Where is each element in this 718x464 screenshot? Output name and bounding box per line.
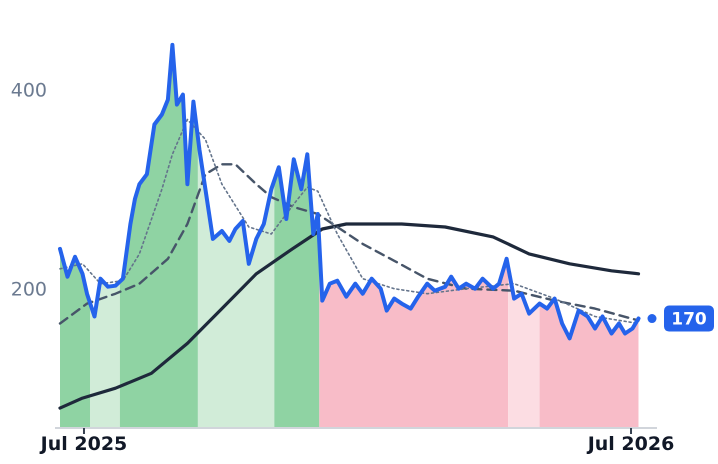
x-tick-label: Jul 2025 <box>39 433 128 455</box>
last-value-dot <box>647 314 657 324</box>
series-line-price <box>58 42 641 341</box>
trend-band-6 <box>508 266 540 428</box>
trend-band-5 <box>319 242 509 428</box>
trend-band-2 <box>119 44 198 429</box>
y-tick-label: 400 <box>11 80 47 102</box>
trend-band-1 <box>90 278 120 428</box>
x-tick-label: Jul 2026 <box>586 433 675 455</box>
trend-band-4 <box>274 154 320 429</box>
last-value-label: 170 <box>671 310 707 330</box>
last-value-badge <box>664 305 714 332</box>
last-value-marker: 170 <box>647 305 714 332</box>
series-lines <box>58 42 641 410</box>
trend-band-3 <box>197 137 275 428</box>
trend-bands <box>60 44 639 429</box>
trend-band-0 <box>60 248 90 428</box>
y-tick-label: 200 <box>11 279 47 301</box>
y-axis-ticks: 200 400 <box>11 80 47 301</box>
x-axis-ticks: Jul 2025 Jul 2026 <box>39 428 675 455</box>
series-line-ma_long <box>58 222 641 410</box>
